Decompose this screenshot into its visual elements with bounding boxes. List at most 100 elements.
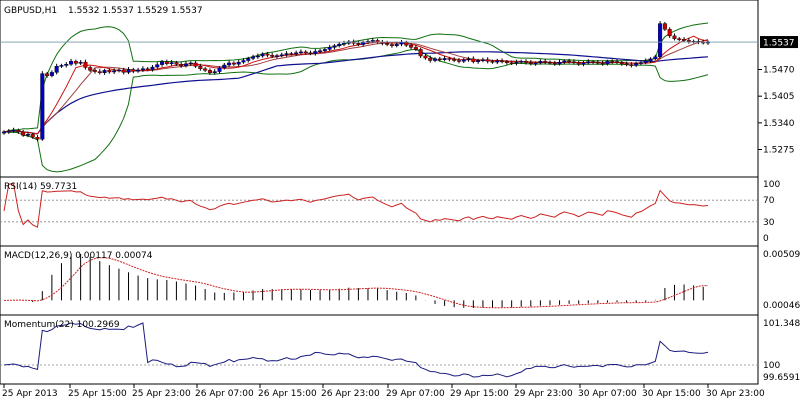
candle-body [466,58,471,61]
candle-body [59,65,64,67]
candle-body [294,52,299,55]
candle-body [557,61,562,64]
momentum-panel [0,314,759,385]
candle-body [600,62,605,65]
candle-body [126,69,131,73]
candle-body [643,60,648,63]
candle-body [25,134,30,136]
candle-body [442,58,447,60]
candle-body [45,73,50,76]
candle-body [193,62,198,67]
candle-body [519,61,524,63]
candle-body [322,49,327,51]
time-tick-label: 25 Apr 23:00 [132,389,191,399]
candle-body [227,62,232,66]
candle-body [619,62,624,64]
candle-body [131,69,136,72]
candle-body [361,42,366,45]
momentum-label: Momentum(22) 100.2969 [4,320,120,330]
candle-body [236,61,241,65]
candle-body [251,56,256,59]
momentum-line [3,322,709,378]
rsi-tick-label: 70 [763,196,775,206]
time-tick-label: 30 Apr 23:00 [706,389,765,399]
candle-body [351,41,356,44]
candle-body [6,130,11,133]
candle-body [571,61,576,63]
rsi-tick-label: 100 [763,180,780,190]
candle-body [169,62,174,64]
candle-body [610,61,615,63]
candle-body [552,62,557,65]
candle-body [116,69,121,72]
candle-body [567,60,572,63]
candle-body [150,66,155,70]
candle-body [88,67,93,71]
candle-body [92,70,97,72]
candle-body [629,64,634,66]
candle-body [452,59,457,61]
time-tick-label: 30 Apr 15:00 [642,389,701,399]
price-tick-label: 1.5275 [763,145,795,155]
candle-body [318,50,323,52]
candle-body [83,61,88,68]
rsi-label: RSI(14) 59.7731 [4,182,77,192]
candle-body [313,51,318,54]
momentum-bottom-tick: 99.6591 [763,373,800,383]
time-tick-label: 26 Apr 07:00 [195,389,254,399]
candle-body [346,41,351,44]
candle-body [231,62,236,65]
candle-body [332,45,337,48]
candle-body [274,55,279,57]
candle-body [413,47,418,50]
time-tick-label: 26 Apr 23:00 [321,389,380,399]
candle-body [270,54,275,57]
candle-body [198,66,203,69]
candle-body [605,61,610,64]
candle-body [54,66,59,73]
candle-body [471,58,476,62]
price-tick-label: 1.5340 [763,119,795,129]
candle-body [217,67,222,72]
candle-body [461,59,466,62]
candle-body [394,43,399,46]
candle-body [107,70,112,73]
candle-body [136,69,141,72]
time-tick-label: 26 Apr 15:00 [258,389,317,399]
candle-body [260,53,265,57]
candle-body [97,71,102,73]
candle-body [35,136,40,140]
candle-body [69,61,74,65]
candle-body [658,23,663,58]
candle-body [49,72,54,76]
candle-body [11,130,16,132]
candle-body [480,59,485,61]
time-tick-label: 25 Apr 2013 [2,389,58,399]
candle-body [179,63,184,67]
candle-body [524,61,529,63]
candle-body [102,70,107,74]
candle-body [562,60,567,63]
rsi-tick-label: 30 [763,218,775,228]
time-tick-label: 25 Apr 15:00 [68,389,127,399]
candle-body [160,61,165,65]
price-tick-label: 1.5405 [763,92,795,102]
rsi-tick-label: 0 [763,234,769,244]
macd-top-tick: 0.00509 [763,250,800,260]
macd-bottom-tick: 0.00046 [763,301,800,311]
candle-body [337,43,342,46]
ohlc-readout: 1.5532 1.5537 1.5529 1.5537 [68,6,203,16]
candle-body [581,62,586,65]
candle-body [298,51,303,54]
candle-body [686,40,691,42]
current-price-label: 1.5537 [763,39,795,49]
candle-body [207,70,212,74]
candle-body [327,47,332,50]
candle-body [500,60,505,63]
candle-body [212,71,217,73]
candle-body [624,63,629,65]
candle-body [385,43,390,45]
candle-body [447,58,452,60]
candle-body [284,53,289,55]
chart-title: GBPUSD,H1 [4,6,57,16]
